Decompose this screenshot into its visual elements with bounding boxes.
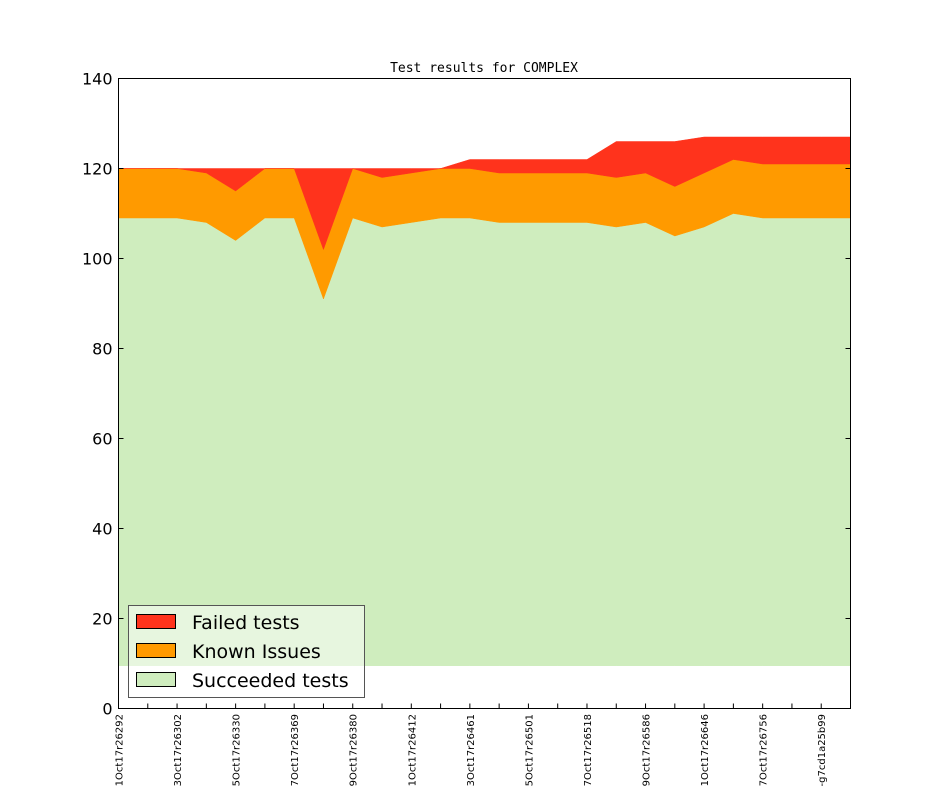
x-tick-label: 7Oct17r26369 [290, 714, 301, 786]
legend-label-known: Known Issues [192, 641, 321, 663]
y-tick-label: 80 [92, 340, 112, 359]
legend: Failed tests Known Issues Succeeded test… [128, 605, 365, 698]
x-tick-label: 5Oct17r26501 [524, 714, 535, 786]
x-tick-label: 1Oct17r26646 [700, 714, 711, 786]
x-tick-label: 3Oct17r26302 [173, 714, 184, 786]
x-tick-label: 3Oct17r26461 [466, 714, 477, 786]
legend-swatch-failed [136, 614, 176, 629]
x-tick-label: 1Oct17r26292 [115, 714, 126, 786]
y-tick-label: 100 [82, 250, 113, 269]
chart-title: Test results for COMPLEX [390, 61, 578, 76]
x-tick-label: 9Oct17r26586 [642, 714, 653, 786]
area-succeeded-tests [118, 213, 851, 666]
legend-label-succeeded: Succeeded tests [192, 670, 349, 692]
x-tick-label: 5Oct17r26330 [232, 714, 243, 786]
y-tick-label: 0 [102, 700, 112, 719]
x-tick-label: 7Oct17r26756 [759, 714, 770, 786]
plot-frame [118, 78, 851, 709]
y-tick-label: 40 [92, 520, 112, 539]
y-tick-label: 120 [82, 160, 113, 179]
y-tick-label: 140 [82, 70, 113, 89]
x-tick-label: 7Oct17r26518 [583, 714, 594, 786]
x-tick-label: 9Oct17r26380 [349, 714, 360, 786]
legend-swatch-succeeded [136, 672, 176, 687]
legend-label-failed: Failed tests [192, 612, 300, 634]
x-tick-label: -g7cd1a25b99 [817, 714, 828, 786]
legend-swatch-known [136, 643, 176, 658]
x-tick-label: 1Oct17r26412 [407, 714, 418, 786]
y-tick-label: 20 [92, 610, 112, 629]
y-tick-label: 60 [92, 430, 112, 449]
